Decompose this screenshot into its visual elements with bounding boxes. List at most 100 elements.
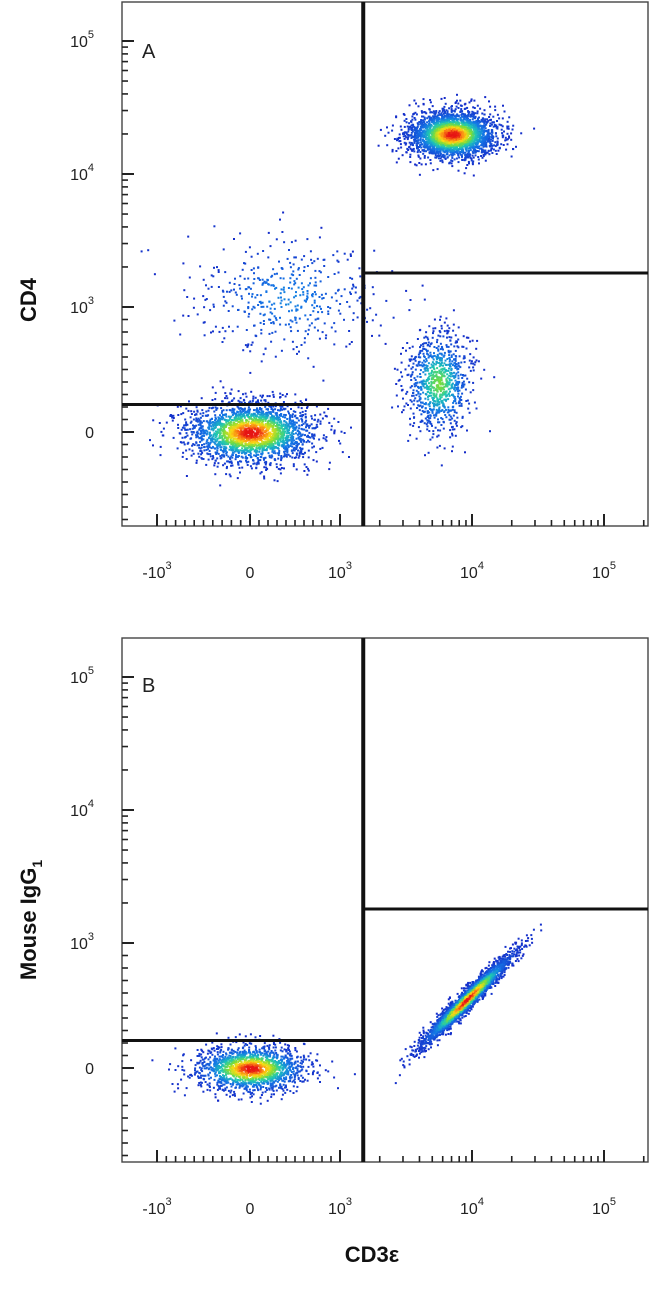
event-dot [259, 434, 262, 437]
event-dot [242, 414, 245, 417]
event-dot [465, 143, 468, 146]
event-dot [427, 129, 430, 132]
event-dot [410, 127, 413, 130]
event-dot [225, 432, 228, 435]
event-dot [446, 123, 449, 126]
event-dot [423, 134, 426, 137]
event-dot [186, 428, 189, 431]
event-dot [424, 163, 427, 166]
event-dot [496, 126, 499, 129]
event-dot [287, 453, 290, 456]
event-dot [230, 436, 233, 439]
event-dot [202, 420, 205, 423]
event-dot [263, 457, 266, 460]
event-dot [245, 419, 248, 421]
event-dot [500, 128, 503, 131]
event-dot [220, 415, 223, 418]
event-dot [422, 145, 425, 148]
event-dot [429, 162, 432, 165]
event-dot [444, 158, 447, 160]
event-dot [269, 447, 272, 450]
event-dot [267, 446, 270, 449]
event-dot [238, 400, 241, 403]
event-dot [245, 429, 248, 432]
event-dot [221, 449, 224, 452]
event-dot [458, 145, 461, 148]
event-dot [413, 117, 416, 119]
event-dot [281, 394, 284, 396]
event-dot [210, 437, 213, 440]
event-dot [283, 408, 286, 411]
event-dot [404, 143, 407, 146]
event-dot [201, 444, 203, 446]
event-dot [480, 126, 483, 129]
event-dot [264, 419, 267, 422]
event-dot [243, 449, 246, 452]
event-dot [478, 125, 481, 128]
event-dot [486, 137, 489, 140]
event-dot [431, 144, 434, 147]
event-dot [225, 413, 227, 416]
event-dot [488, 135, 491, 138]
event-dot [259, 423, 262, 426]
event-dot [264, 435, 267, 438]
event-dot [441, 127, 444, 130]
event-dot [418, 121, 421, 123]
event-dot [273, 450, 276, 453]
event-dot [246, 439, 249, 442]
event-dot [461, 123, 464, 125]
event-dot [437, 111, 440, 114]
event-dot [233, 435, 236, 438]
event-dot [242, 438, 245, 441]
event-dot [341, 451, 344, 454]
event-dot [476, 117, 479, 120]
event-dot [219, 427, 222, 430]
event-dot [293, 449, 296, 452]
event-dot [228, 460, 231, 463]
event-dot [245, 421, 247, 424]
event-dot [502, 104, 504, 107]
event-dot [405, 131, 407, 134]
event-dot [434, 152, 437, 155]
event-dot [210, 407, 213, 410]
event-dot [252, 424, 255, 427]
event-dot [209, 418, 212, 421]
event-dot [267, 432, 270, 435]
event-dot [469, 121, 472, 123]
event-dot [501, 136, 504, 139]
event-dot [205, 442, 208, 445]
event-dot [246, 438, 249, 441]
event-dot [211, 458, 214, 461]
event-dot [232, 409, 235, 412]
event-dot [295, 447, 298, 449]
event-dot [425, 150, 428, 153]
event-dot [282, 444, 284, 447]
event-dot [449, 134, 452, 137]
event-dot [429, 148, 432, 151]
event-dot [465, 156, 467, 159]
event-dot [257, 431, 260, 434]
event-dot [486, 120, 489, 123]
event-dot [306, 429, 309, 432]
event-dot [293, 443, 295, 446]
event-dot [226, 438, 229, 441]
event-dot [198, 446, 201, 449]
event-dot [280, 467, 283, 469]
event-dot [431, 150, 434, 153]
event-dot [450, 140, 453, 143]
event-dot [487, 129, 490, 132]
event-dot [300, 441, 303, 443]
event-dot [428, 121, 431, 124]
event-dot [397, 147, 400, 150]
event-dot [452, 139, 455, 142]
event-dot [278, 452, 281, 454]
event-dot [172, 417, 175, 419]
event-dot [270, 435, 273, 438]
event-dot [199, 420, 202, 423]
event-dot [235, 455, 238, 458]
event-dot [423, 125, 426, 128]
event-dot [379, 128, 382, 131]
event-dot [476, 112, 479, 115]
event-dot [472, 156, 475, 159]
event-dot [273, 421, 276, 424]
